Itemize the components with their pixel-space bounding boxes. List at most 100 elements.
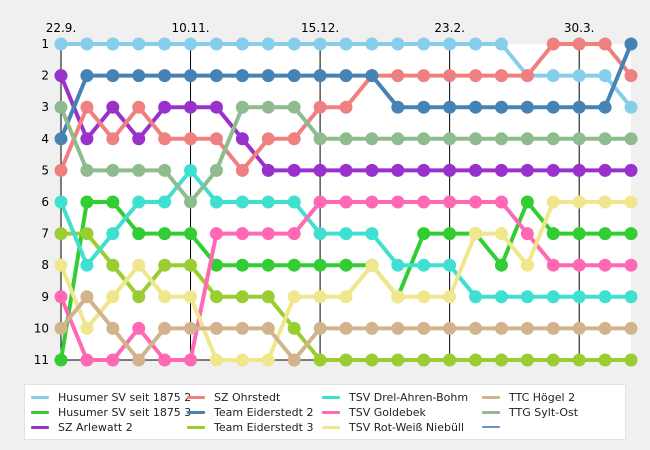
data-point [261,195,275,209]
legend-item: TSV Goldebek [322,405,426,419]
data-point [261,258,275,272]
data-point [469,195,483,209]
x-tick-label: 23.2. [434,21,465,35]
data-point [158,321,172,335]
data-point [546,290,560,304]
data-point [417,100,431,114]
data-point [313,195,327,209]
data-point [520,290,534,304]
data-point [261,353,275,367]
data-point [132,195,146,209]
data-point [339,100,353,114]
data-point [365,69,379,83]
data-point [261,100,275,114]
data-point [132,258,146,272]
data-point [520,258,534,272]
series-group [54,290,638,367]
data-point [546,195,560,209]
data-point [132,163,146,177]
legend-item: Husumer SV seit 1875 3 [31,405,191,419]
data-point [287,37,301,51]
data-point [261,69,275,83]
data-point [572,290,586,304]
data-point [546,163,560,177]
data-point [80,163,94,177]
x-tick-label: 22.9. [46,21,77,35]
data-point [417,195,431,209]
data-point [443,37,457,51]
data-point [235,227,249,241]
data-point [287,195,301,209]
data-point [494,258,508,272]
data-point [572,227,586,241]
data-point [391,163,405,177]
data-point [158,132,172,146]
data-point [235,258,249,272]
data-point [443,195,457,209]
data-point [313,353,327,367]
data-point [494,321,508,335]
data-point [572,37,586,51]
legend-item: Husumer SV seit 1875 2 [31,390,191,404]
data-point [598,69,612,83]
data-point [339,290,353,304]
data-point [209,258,223,272]
data-point [184,321,198,335]
legend-item: SZ Ohrstedt [187,390,280,404]
data-point [443,132,457,146]
data-point [546,258,560,272]
data-point [209,132,223,146]
data-point [624,195,638,209]
data-point [235,37,249,51]
data-point [261,321,275,335]
y-tick-label: 6 [41,195,49,209]
series-group [54,227,638,367]
data-point [261,290,275,304]
y-tick-label: 9 [41,290,49,304]
series-group [54,100,638,209]
legend-label: Team Eiderstedt 3 [214,420,314,434]
data-point [80,353,94,367]
data-point [339,195,353,209]
data-point [469,227,483,241]
legend-swatch [482,410,500,414]
data-point [520,353,534,367]
data-point [494,290,508,304]
data-point [261,37,275,51]
data-point [287,290,301,304]
legend-item: TTG Sylt-Ost [482,405,578,419]
data-point [598,227,612,241]
data-point [443,163,457,177]
legend-swatch [482,395,500,399]
data-point [339,132,353,146]
data-point [391,353,405,367]
data-point [209,195,223,209]
legend-swatch [187,425,205,429]
data-point [54,195,68,209]
data-point [235,290,249,304]
data-point [624,69,638,83]
legend-label: TSV Goldebek [349,405,426,419]
data-point [184,290,198,304]
data-point [598,321,612,335]
data-point [184,163,198,177]
data-point [469,37,483,51]
data-point [313,132,327,146]
series-group [54,37,638,114]
data-point [132,37,146,51]
data-point [313,69,327,83]
data-point [80,290,94,304]
data-point [132,290,146,304]
legend-item: Team Eiderstedt 3 [187,420,313,434]
data-point [106,353,120,367]
data-point [365,227,379,241]
data-point [417,290,431,304]
data-point [520,100,534,114]
data-point [158,227,172,241]
data-point [209,290,223,304]
data-point [339,69,353,83]
data-point [469,132,483,146]
legend-swatch [187,395,205,399]
rank-line-chart: 22.9. 10.11. 15.12. 23.2. 30.3. 1 2 3 4 5 6 7 8 9 10 11 [34,21,638,367]
data-point [417,353,431,367]
